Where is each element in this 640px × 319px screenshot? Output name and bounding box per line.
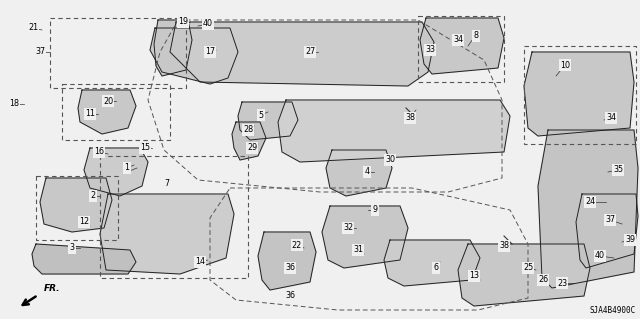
Text: 38: 38 — [405, 114, 415, 122]
Text: FR.: FR. — [44, 284, 61, 293]
Text: 17: 17 — [205, 48, 215, 56]
Text: 34: 34 — [606, 114, 616, 122]
Text: 25: 25 — [523, 263, 533, 272]
Text: 32: 32 — [343, 224, 353, 233]
Text: 8: 8 — [474, 32, 479, 41]
Text: 1: 1 — [125, 164, 129, 173]
Bar — [418, 16, 504, 82]
Polygon shape — [40, 178, 112, 232]
Polygon shape — [258, 232, 316, 290]
Text: 33: 33 — [425, 46, 435, 55]
Polygon shape — [420, 18, 504, 74]
Polygon shape — [100, 194, 234, 274]
Text: 28: 28 — [243, 125, 253, 135]
Text: 40: 40 — [203, 19, 213, 28]
Polygon shape — [322, 206, 408, 268]
Text: 22: 22 — [292, 241, 302, 249]
Text: 18: 18 — [9, 100, 19, 108]
Polygon shape — [576, 194, 638, 268]
Polygon shape — [32, 244, 136, 274]
Text: 19: 19 — [178, 18, 188, 26]
Text: 37: 37 — [35, 48, 45, 56]
Text: 3: 3 — [70, 243, 74, 253]
Text: 14: 14 — [195, 257, 205, 266]
Polygon shape — [170, 22, 434, 86]
Text: 12: 12 — [79, 218, 89, 226]
Polygon shape — [326, 150, 392, 196]
Polygon shape — [232, 122, 266, 160]
Text: SJA4B4900C: SJA4B4900C — [589, 306, 636, 315]
Text: 9: 9 — [372, 205, 378, 214]
Text: 40: 40 — [595, 251, 605, 261]
Text: 5: 5 — [259, 110, 264, 120]
Bar — [50, 18, 186, 88]
Polygon shape — [84, 148, 148, 196]
Bar — [100, 156, 248, 278]
Polygon shape — [278, 100, 510, 162]
Polygon shape — [150, 28, 238, 84]
Text: 21: 21 — [28, 24, 38, 33]
Polygon shape — [384, 240, 480, 286]
Text: 4: 4 — [365, 167, 369, 176]
Bar — [524, 46, 636, 144]
Text: 20: 20 — [103, 97, 113, 106]
Text: 30: 30 — [385, 155, 395, 165]
Polygon shape — [238, 102, 298, 140]
Text: 39: 39 — [625, 235, 635, 244]
Polygon shape — [458, 244, 590, 306]
Text: 13: 13 — [469, 271, 479, 280]
Text: 37: 37 — [605, 216, 615, 225]
Text: 7: 7 — [164, 179, 170, 188]
Polygon shape — [154, 20, 192, 76]
Text: 29: 29 — [247, 144, 257, 152]
Text: 24: 24 — [585, 197, 595, 206]
Text: 2: 2 — [90, 191, 95, 201]
Text: 27: 27 — [305, 48, 315, 56]
Text: 26: 26 — [538, 276, 548, 285]
Text: 6: 6 — [433, 263, 438, 272]
Bar — [62, 84, 170, 140]
Text: 36: 36 — [285, 263, 295, 272]
Text: 11: 11 — [85, 109, 95, 118]
Text: 35: 35 — [613, 166, 623, 174]
Polygon shape — [524, 52, 634, 136]
Text: 16: 16 — [94, 147, 104, 157]
Text: 38: 38 — [499, 241, 509, 250]
Text: 31: 31 — [353, 246, 363, 255]
Bar — [36, 176, 118, 240]
Text: 23: 23 — [557, 278, 567, 287]
Text: 36: 36 — [285, 292, 295, 300]
Polygon shape — [538, 130, 638, 288]
Polygon shape — [78, 90, 136, 134]
Text: 15: 15 — [140, 144, 150, 152]
Text: 10: 10 — [560, 61, 570, 70]
Text: 34: 34 — [453, 35, 463, 44]
